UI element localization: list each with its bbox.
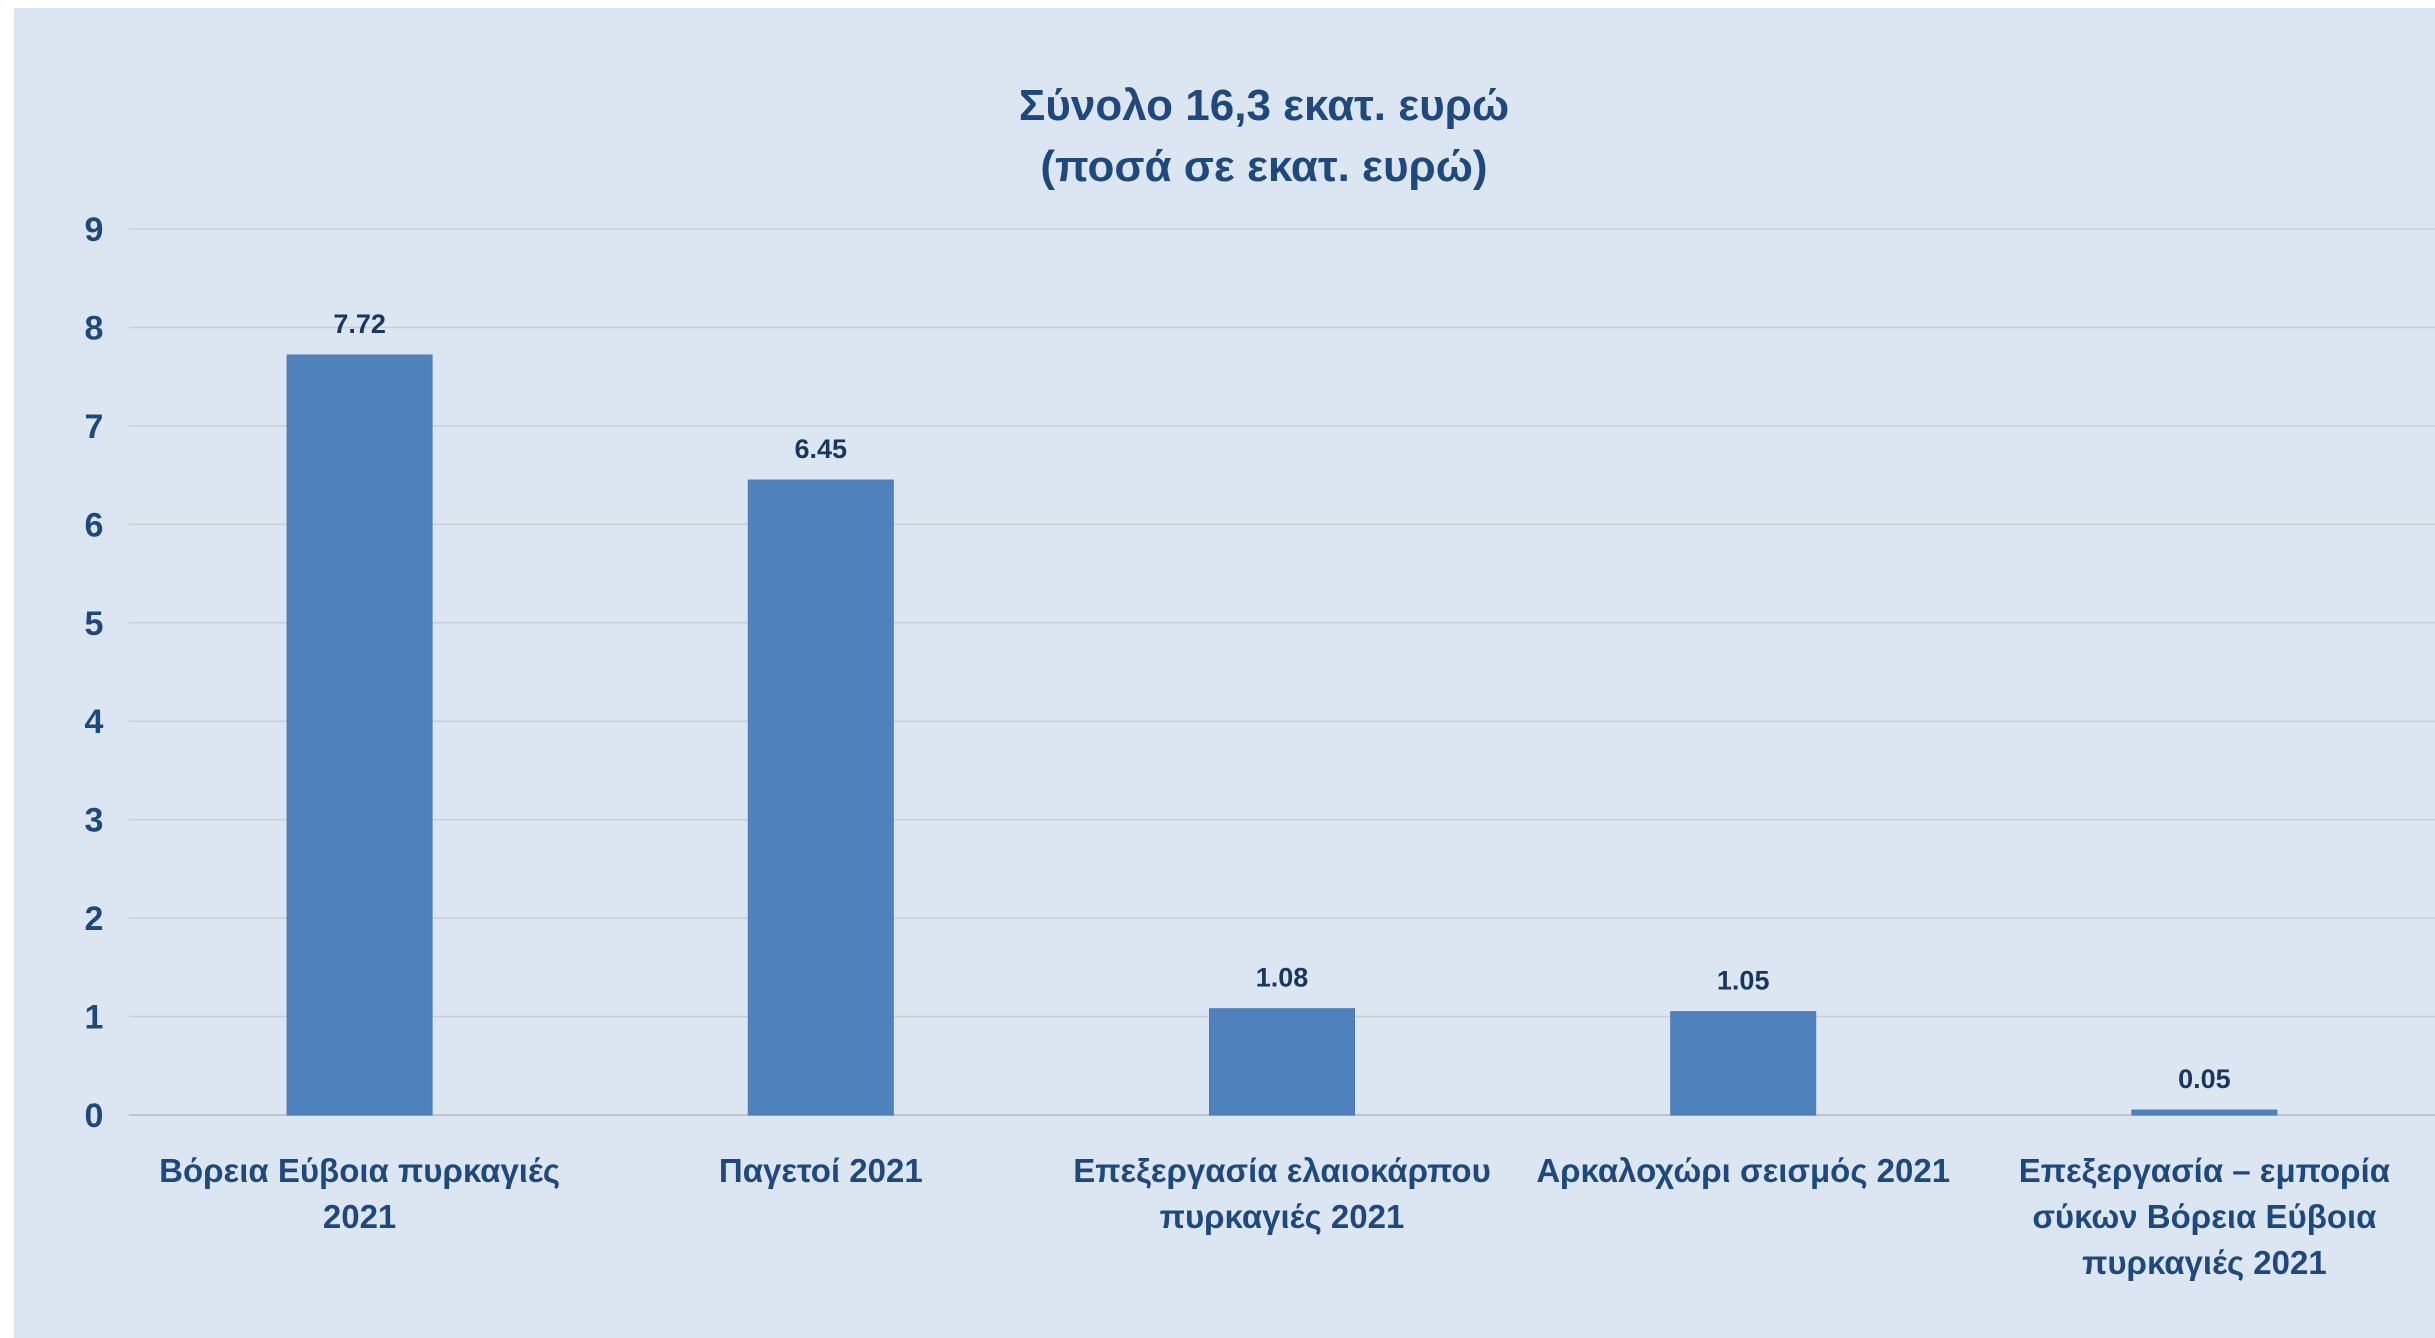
y-tick-label: 7 bbox=[85, 408, 104, 446]
x-category-label: Επεξεργασία ελαιοκάρπου bbox=[1073, 1152, 1491, 1189]
data-label: 0.05 bbox=[2178, 1064, 2231, 1094]
x-category-label: πυρκαγιές 2021 bbox=[1160, 1198, 1405, 1235]
chart-title-line-2: (ποσά σε εκατ. ευρώ) bbox=[1040, 142, 1487, 191]
bars bbox=[286, 354, 2278, 1116]
x-category-label: Αρκαλοχώρι σεισμός 2021 bbox=[1536, 1152, 1950, 1189]
x-category-label: Επεξεργασία – εμπορία bbox=[2019, 1152, 2390, 1189]
bar bbox=[1209, 1008, 1355, 1116]
bar-chart: Σύνολο 16,3 εκατ. ευρώ (ποσά σε εκατ. ευ… bbox=[85, 81, 2435, 1281]
y-tick-label: 0 bbox=[85, 1097, 104, 1135]
bar bbox=[1670, 1011, 1817, 1116]
y-tick-label: 6 bbox=[85, 506, 104, 544]
x-category-label: Βόρεια Εύβοια πυρκαγιές bbox=[159, 1152, 560, 1189]
data-label: 6.45 bbox=[795, 434, 848, 464]
y-axis-ticks: 0 1 2 3 4 5 6 7 8 9 bbox=[85, 211, 104, 1135]
y-tick-label: 1 bbox=[85, 999, 104, 1037]
x-category-label: σύκων Βόρεια Εύβοια bbox=[2032, 1198, 2376, 1235]
data-labels: 7.72 6.45 1.08 1.05 0.05 bbox=[333, 309, 2230, 1094]
y-tick-label: 5 bbox=[85, 605, 104, 643]
chart-title: Σύνολο 16,3 εκατ. ευρώ (ποσά σε εκατ. ευ… bbox=[1019, 81, 1509, 191]
data-label: 7.72 bbox=[333, 309, 386, 339]
x-category-label: Παγετοί 2021 bbox=[719, 1152, 923, 1189]
data-label: 1.08 bbox=[1256, 963, 1309, 993]
data-label: 1.05 bbox=[1717, 966, 1770, 996]
bar bbox=[2131, 1109, 2278, 1116]
x-category-label: 2021 bbox=[323, 1198, 396, 1235]
chart-title-line-1: Σύνολο 16,3 εκατ. ευρώ bbox=[1019, 81, 1509, 130]
bar bbox=[747, 479, 894, 1116]
bar bbox=[286, 354, 433, 1116]
chart-panel: Σύνολο 16,3 εκατ. ευρώ (ποσά σε εκατ. ευ… bbox=[14, 8, 2435, 1338]
y-tick-label: 8 bbox=[85, 309, 104, 347]
y-tick-label: 2 bbox=[85, 900, 104, 938]
y-tick-label: 4 bbox=[85, 703, 104, 741]
x-category-label: πυρκαγιές 2021 bbox=[2082, 1244, 2327, 1281]
y-tick-label: 3 bbox=[85, 802, 104, 840]
category-labels: Βόρεια Εύβοια πυρκαγιές 2021 Παγετοί 2021 Ε… bbox=[159, 1152, 2390, 1281]
gridlines bbox=[129, 228, 2435, 1116]
y-tick-label: 9 bbox=[85, 211, 104, 249]
